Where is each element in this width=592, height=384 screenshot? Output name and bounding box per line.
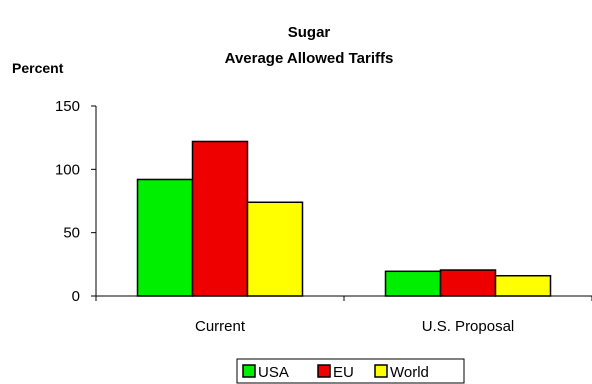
y-tick-label: 50	[63, 225, 80, 242]
legend-swatch-world	[374, 364, 388, 378]
legend-label-world: World	[390, 364, 429, 381]
legend-swatch-usa	[242, 364, 256, 378]
y-tick-label: 100	[55, 161, 80, 178]
y-tick-label: 0	[72, 288, 80, 305]
legend-label-eu: EU	[333, 364, 354, 381]
x-tick-label: U.S. Proposal	[422, 318, 515, 335]
y-tick-label: 150	[55, 98, 80, 115]
bar-eu-current	[191, 140, 249, 297]
bar-usa-current	[136, 178, 194, 297]
legend-box	[236, 358, 465, 384]
y-axis-label: Percent	[12, 60, 64, 76]
x-tick-label: Current	[195, 318, 246, 335]
legend-label-usa: USA	[258, 364, 289, 381]
x-labels-group: Current U.S. Proposal	[195, 318, 514, 335]
legend-swatch-eu	[317, 364, 331, 378]
bar-world-u-s-proposal	[494, 274, 552, 297]
legend: USA EU World	[236, 358, 465, 384]
bars-group	[136, 140, 552, 297]
bar-usa-u-s-proposal	[384, 270, 442, 297]
y-ticks-group: 0 50 100 150	[55, 98, 96, 305]
chart-subtitle: Average Allowed Tariffs	[225, 50, 394, 67]
bar-world-current	[246, 201, 304, 297]
axes-group	[95, 106, 592, 301]
bar-eu-u-s-proposal	[439, 269, 497, 297]
chart-title: Sugar	[288, 24, 331, 41]
